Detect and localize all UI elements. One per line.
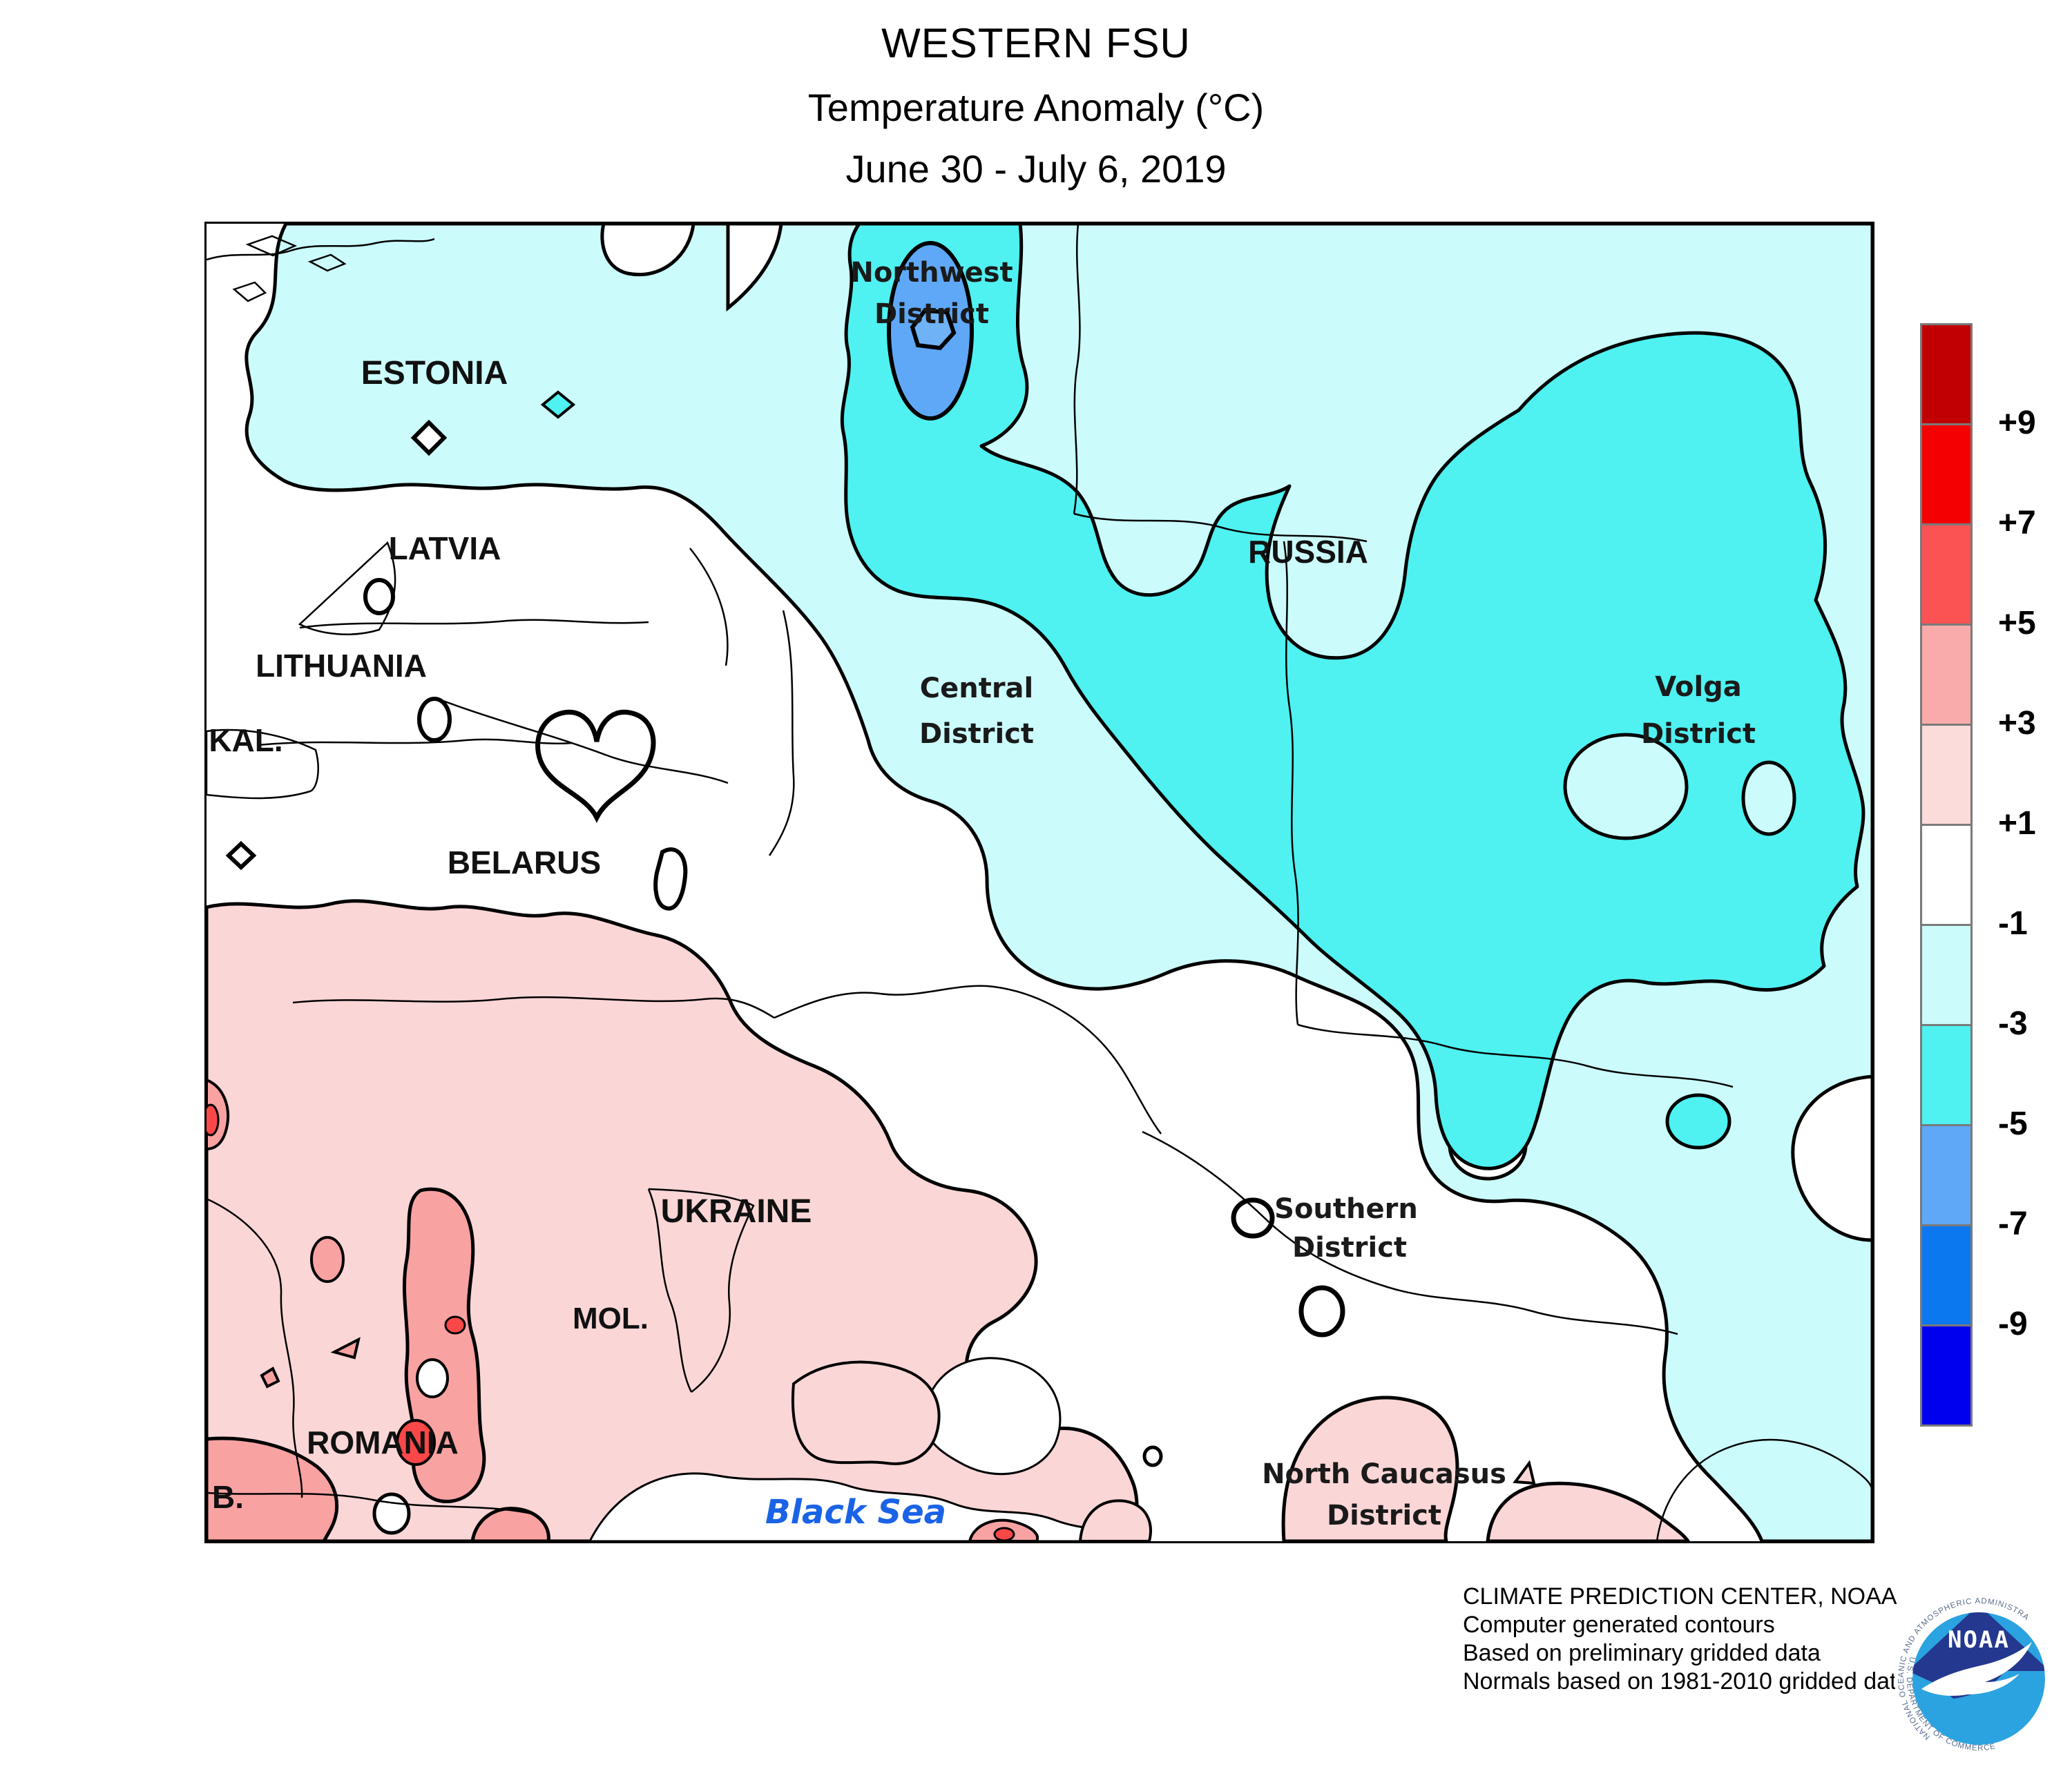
salmon-spot-b: [330, 1337, 361, 1360]
page-title: WESTERN FSU: [881, 20, 1191, 66]
label-romania: ROMANIA: [307, 1425, 459, 1460]
contour-ring-southern-a: [1231, 1197, 1275, 1239]
label-moldova: MOL.: [573, 1302, 649, 1335]
credits-line1: CLIMATE PREDICTION CENTER, NOAA: [1463, 1583, 1897, 1610]
noaa-wordmark: NOAA: [1948, 1626, 2010, 1654]
label-lithuania: LITHUANIA: [256, 648, 427, 684]
label-volga-district-1: Volga: [1655, 671, 1742, 703]
pink-bottom-center: [1078, 1499, 1152, 1543]
contour-ring-southern-b: [1298, 1285, 1345, 1338]
cyan-spot-diamond: [540, 390, 576, 419]
legend-swatch-ltm9: [1922, 1326, 1970, 1425]
legend-tick-m9: -9: [1998, 1306, 2028, 1342]
legend-swatch-m3-m5: [1922, 1026, 1970, 1126]
label-northwest-district-1: Northwest: [850, 257, 1013, 289]
label-southern-district-1: Southern: [1274, 1193, 1418, 1225]
red-spot-small: [444, 1315, 466, 1335]
date-range: June 30 - July 6, 2019: [845, 147, 1227, 191]
credits-line4: Normals based on 1981-2010 gridded data: [1463, 1668, 1910, 1694]
contour-ring-lithuania: [417, 697, 452, 742]
label-central-district-1: Central: [920, 673, 1034, 704]
legend-tick-p5: +5: [1998, 605, 2036, 641]
label-serbia-partial: B.: [212, 1479, 244, 1515]
legend-swatch-m1-m3: [1922, 926, 1970, 1026]
contour-ring-heart: [535, 709, 656, 823]
cold-core-hexagon: [910, 308, 957, 351]
map-labels: ESTONIA LATVIA LITHUANIA KAL. BELARUS UK…: [209, 257, 1756, 1532]
contour-ring-tiny: [1142, 1445, 1163, 1467]
title-block: WESTERN FSU Temperature Anomaly (°C) Jun…: [414, 19, 1658, 191]
sea-of-azov: [923, 1357, 1062, 1476]
pink-north-caucasus: [1281, 1396, 1459, 1543]
volga-hole-small: [1741, 760, 1796, 836]
pink-bottom-right-corner: [1486, 1481, 1691, 1543]
legend-swatch-m5-m7: [1922, 1126, 1970, 1226]
label-north-caucasus-district-2: District: [1327, 1500, 1441, 1532]
white-hole-sw: [372, 1492, 411, 1535]
credits-block: CLIMATE PREDICTION CENTER, NOAA Computer…: [1463, 1583, 1909, 1696]
credits-line3: Based on preliminary gridded data: [1463, 1640, 1821, 1666]
salmon-corner-sw: [204, 1436, 339, 1543]
label-estonia: ESTONIA: [361, 355, 508, 392]
label-central-district-2: District: [919, 718, 1034, 750]
red-sliver-left: [202, 1103, 220, 1137]
label-north-caucasus-district-1: North Caucasus: [1262, 1458, 1506, 1490]
salmon-bottom-blob: [470, 1507, 550, 1543]
label-kaliningrad: KAL.: [209, 722, 282, 758]
crimea-peninsula: [791, 1360, 941, 1465]
label-black-sea: Black Sea: [765, 1493, 946, 1532]
legend-swatch-3-5: [1922, 626, 1970, 726]
salmon-spot-a: [310, 1236, 345, 1283]
page-subtitle: Temperature Anomaly (°C): [807, 86, 1265, 129]
noaa-emblem-diamond: [1912, 1612, 2045, 1699]
cyan-spot-southeast: [1665, 1093, 1732, 1150]
salmon-spot-c: [260, 1367, 280, 1389]
anomaly-map: ESTONIA LATVIA LITHUANIA KAL. BELARUS UK…: [202, 222, 1874, 1543]
label-belarus: BELARUS: [448, 844, 601, 880]
label-russia: RUSSIA: [1248, 534, 1368, 570]
legend-tick-p3: +3: [1998, 705, 2036, 742]
legend-swatch-1-3: [1922, 726, 1970, 826]
neutral-hole-right-edge: [1791, 1074, 1874, 1242]
label-ukraine: UKRAINE: [661, 1193, 812, 1230]
volga-hole-large: [1563, 733, 1689, 840]
contour-ring-estonia-diamond: [410, 419, 448, 456]
legend-swatch-5-7: [1922, 525, 1970, 626]
noaa-logo: NOAA NATIONAL OCEANIC AND ATMOSPHERIC AD…: [1890, 1587, 2064, 1764]
red-spot-coast: [993, 1527, 1015, 1542]
label-volga-district-2: District: [1641, 718, 1756, 750]
political-borders: [205, 223, 1874, 1542]
contour-ring-latvia: [363, 578, 395, 615]
pink-speck: [1513, 1460, 1536, 1485]
label-latvia: LATVIA: [389, 530, 501, 566]
label-southern-district-2: District: [1292, 1232, 1407, 1264]
contour-region-cyan: [840, 222, 1865, 1170]
legend-swatch-gt9: [1922, 325, 1970, 425]
legend-tick-m7: -7: [1998, 1206, 2028, 1242]
legend-swatch-m7-m9: [1922, 1226, 1970, 1326]
red-spot-romania: [396, 1419, 436, 1466]
legend-tick-p9: +9: [1998, 405, 2036, 441]
legend-tick-m1: -1: [1998, 905, 2028, 942]
noaa-seagull: [1921, 1642, 2032, 1696]
contour-ring-diamond-small: [225, 840, 257, 871]
lake-patch-top-b: [726, 222, 783, 312]
legend-swatch-7-9: [1922, 425, 1970, 525]
legend-tick-p1: +1: [1998, 805, 2036, 842]
legend-tick-m3: -3: [1998, 1005, 2028, 1042]
credits-line2: Computer generated contours: [1463, 1612, 1775, 1638]
label-northwest-district-2: District: [874, 298, 989, 330]
lake-patch-top-a: [600, 222, 696, 276]
contour-ring-belarus: [653, 847, 688, 911]
legend-tick-m5: -5: [1998, 1105, 2028, 1142]
white-hole-romania: [416, 1358, 449, 1398]
color-scale-legend: [1920, 323, 1973, 1427]
legend-tick-p7: +7: [1998, 505, 2036, 541]
legend-swatch-neutral: [1922, 826, 1970, 926]
